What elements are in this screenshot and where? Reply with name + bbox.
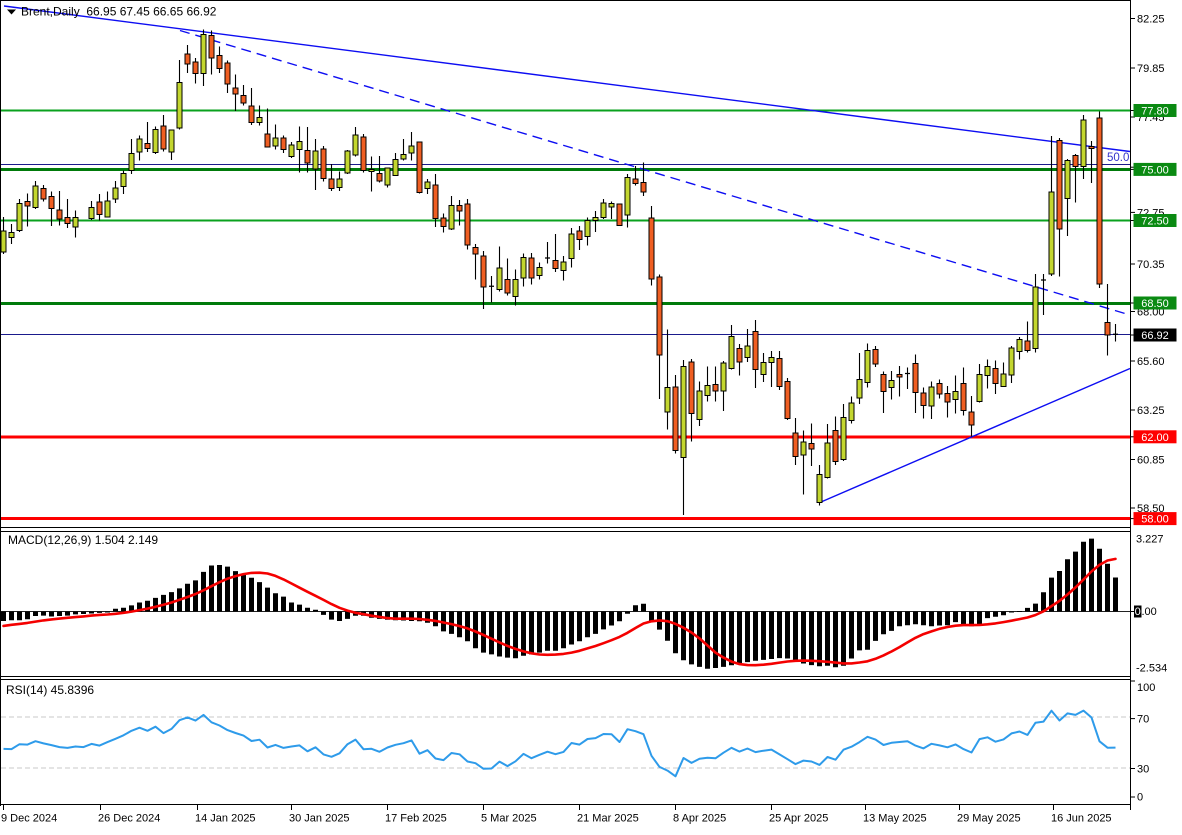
svg-text:72.50: 72.50	[1141, 216, 1169, 228]
svg-text:79.85: 79.85	[1137, 63, 1165, 75]
svg-text:58.00: 58.00	[1141, 514, 1169, 526]
svg-text:66.92: 66.92	[1141, 330, 1169, 342]
svg-text:68.50: 68.50	[1141, 298, 1169, 310]
svg-text:77.80: 77.80	[1141, 106, 1169, 118]
svg-text:13 May 2025: 13 May 2025	[863, 813, 927, 825]
svg-text:16 Jun 2025: 16 Jun 2025	[1051, 813, 1112, 825]
svg-text:58.50: 58.50	[1137, 503, 1165, 515]
svg-text:17 Feb 2025: 17 Feb 2025	[385, 813, 447, 825]
svg-text:RSI(14) 45.8396: RSI(14) 45.8396	[6, 683, 94, 697]
svg-text:62.00: 62.00	[1141, 432, 1169, 444]
svg-text:29 May 2025: 29 May 2025	[957, 813, 1021, 825]
svg-text:9 Dec 2024: 9 Dec 2024	[1, 813, 57, 825]
svg-text:Brent,Daily 66.95 67.45 66.65: Brent,Daily 66.95 67.45 66.65 66.92	[21, 5, 217, 19]
svg-text:30 Jan 2025: 30 Jan 2025	[289, 813, 350, 825]
svg-text:63.25: 63.25	[1137, 405, 1165, 417]
svg-text:3.227: 3.227	[1136, 534, 1164, 546]
svg-text:100: 100	[1137, 682, 1155, 694]
svg-text:0: 0	[1137, 792, 1143, 804]
svg-text:.00: .00	[1142, 606, 1157, 618]
svg-text:50.0: 50.0	[1107, 152, 1129, 164]
svg-text:0: 0	[1135, 606, 1141, 618]
svg-text:70: 70	[1137, 714, 1149, 726]
svg-text:70.35: 70.35	[1137, 259, 1165, 271]
svg-text:30: 30	[1137, 764, 1149, 776]
svg-text:14 Jan 2025: 14 Jan 2025	[195, 813, 256, 825]
svg-text:60.85: 60.85	[1137, 455, 1165, 467]
svg-text:26 Dec 2024: 26 Dec 2024	[98, 813, 160, 825]
svg-text:MACD(12,26,9) 1.504 2.149: MACD(12,26,9) 1.504 2.149	[8, 533, 158, 547]
svg-text:-2.534: -2.534	[1136, 662, 1167, 674]
svg-text:25 Apr 2025: 25 Apr 2025	[769, 813, 828, 825]
svg-text:75.00: 75.00	[1141, 164, 1169, 176]
svg-text:82.25: 82.25	[1137, 14, 1165, 26]
svg-text:8 Apr 2025: 8 Apr 2025	[673, 813, 726, 825]
svg-text:5 Mar 2025: 5 Mar 2025	[481, 813, 537, 825]
svg-text:21 Mar 2025: 21 Mar 2025	[577, 813, 639, 825]
svg-text:65.60: 65.60	[1137, 356, 1165, 368]
